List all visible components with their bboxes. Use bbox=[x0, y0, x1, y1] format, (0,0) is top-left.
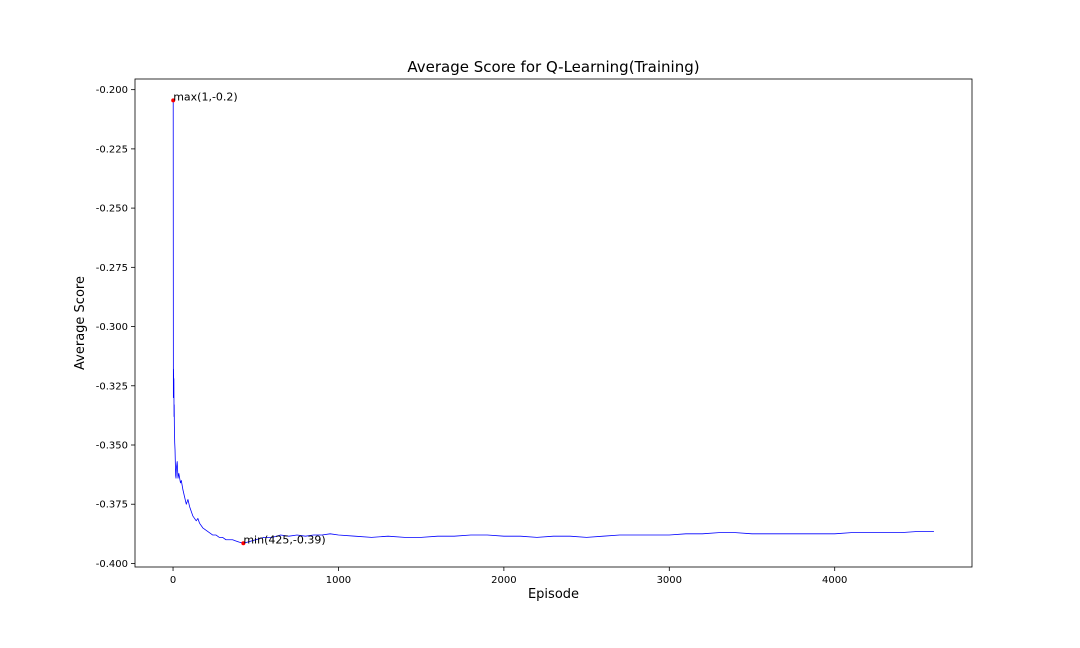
axes-frame bbox=[134, 78, 973, 568]
series-line bbox=[172, 100, 934, 544]
y-axis-label: Average Score bbox=[73, 276, 88, 370]
x-tick-label: 2000 bbox=[491, 575, 516, 586]
x-tick-label: 0 bbox=[170, 575, 176, 586]
y-tick-label: -0.225 bbox=[96, 144, 128, 155]
extremum-annotation: min(425,-0.39) bbox=[243, 533, 325, 546]
extremum-marker bbox=[171, 98, 176, 103]
y-tick-label: -0.200 bbox=[96, 85, 128, 96]
x-tick-label: 1000 bbox=[326, 575, 351, 586]
annotation-markers bbox=[171, 98, 246, 546]
x-axis-ticks: 0 1000 2000 3000 4000 bbox=[170, 567, 847, 586]
annotation-labels: max(1,-0.2) min(425,-0.39) bbox=[173, 90, 325, 546]
y-tick-label: -0.325 bbox=[96, 381, 128, 392]
x-tick-label: 4000 bbox=[822, 575, 847, 586]
y-tick-label: -0.400 bbox=[96, 559, 128, 570]
chart-title: Average Score for Q-Learning(Training) bbox=[407, 58, 699, 76]
y-tick-label: -0.350 bbox=[96, 441, 128, 452]
plot-area: max(1,-0.2) min(425,-0.39) bbox=[171, 90, 934, 546]
y-tick-label: -0.375 bbox=[96, 500, 128, 511]
extremum-annotation: max(1,-0.2) bbox=[173, 90, 238, 103]
y-tick-label: -0.300 bbox=[96, 322, 128, 333]
x-axis-label: Episode bbox=[528, 587, 579, 602]
y-tick-label: -0.275 bbox=[96, 263, 128, 274]
extremum-marker bbox=[241, 541, 246, 546]
x-tick-label: 3000 bbox=[657, 575, 682, 586]
y-tick-label: -0.250 bbox=[96, 204, 128, 215]
y-axis-ticks: -0.200 -0.225 -0.250 -0.275 -0.300 -0.325 -0.3… bbox=[96, 85, 135, 570]
